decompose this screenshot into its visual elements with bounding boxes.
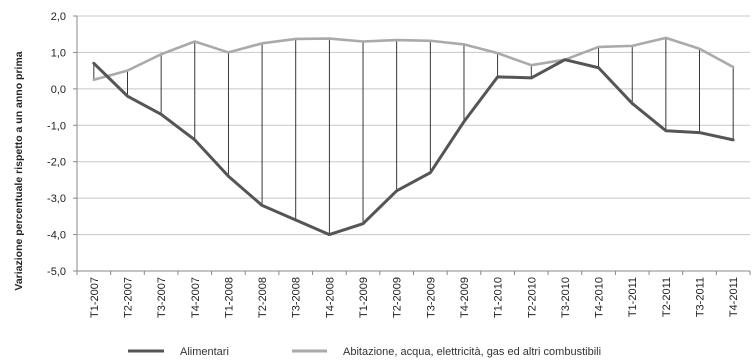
y-tick-label: 0,0 (51, 84, 66, 96)
x-tick-label: T2-2009 (392, 277, 404, 318)
y-tick-label: 1,0 (51, 47, 66, 59)
chart-axes (73, 15, 751, 275)
x-tick-label: T3-2010 (560, 277, 572, 318)
y-axis-tick-labels: 2,0 1,0 0,0 -1,0 -2,0 -3,0 -4,0 -5,0 (47, 11, 66, 278)
x-tick-label: T1-2011 (627, 277, 639, 317)
chart-gridlines (77, 15, 750, 272)
drop-lines (93, 37, 734, 235)
x-tick-label: T3-2011 (695, 277, 707, 317)
x-tick-label: T1-2008 (223, 277, 235, 318)
y-tick-label: -2,0 (47, 157, 66, 169)
x-tick-label: T3-2009 (425, 277, 437, 318)
legend-label: Abitazione, acqua, elettricità, gas ed a… (343, 346, 601, 358)
y-axis-label: Variazione percentuale rispetto a un ann… (13, 51, 25, 290)
y-tick-label: 2,0 (51, 11, 66, 23)
series-line-alimentari (92, 58, 735, 237)
series-lines (92, 36, 735, 237)
x-axis-tick-labels: T1-2007 T2-2007 T3-2007 T4-2007 T1-2008 T2-20… (89, 277, 740, 318)
x-tick-label: T4-2010 (594, 277, 606, 318)
x-tick-label: T1-2007 (89, 277, 101, 318)
x-tick-label: T2-2010 (526, 277, 538, 318)
x-tick-label: T4-2011 (728, 277, 740, 317)
x-tick-label: T4-2007 (190, 277, 202, 318)
legend-label: Alimentari (180, 346, 229, 358)
y-tick-label: -5,0 (47, 266, 66, 278)
x-tick-label: T2-2008 (257, 277, 269, 318)
x-tick-label: T1-2009 (358, 277, 370, 318)
y-tick-label: -3,0 (47, 193, 66, 205)
x-tick-label: T3-2007 (156, 277, 168, 318)
x-tick-label: T3-2008 (291, 277, 303, 318)
y-tick-label: -1,0 (47, 120, 66, 132)
x-tick-label: T2-2007 (122, 277, 134, 318)
y-tick-label: -4,0 (47, 230, 66, 242)
series-line-abitazione (92, 36, 735, 82)
x-tick-label: T4-2008 (324, 277, 336, 318)
legend: Alimentari Abitazione, acqua, elettricità… (128, 346, 601, 358)
x-tick-label: T4-2009 (459, 277, 471, 318)
x-tick-label: T1-2010 (493, 277, 505, 318)
x-tick-label: T2-2011 (661, 277, 673, 317)
